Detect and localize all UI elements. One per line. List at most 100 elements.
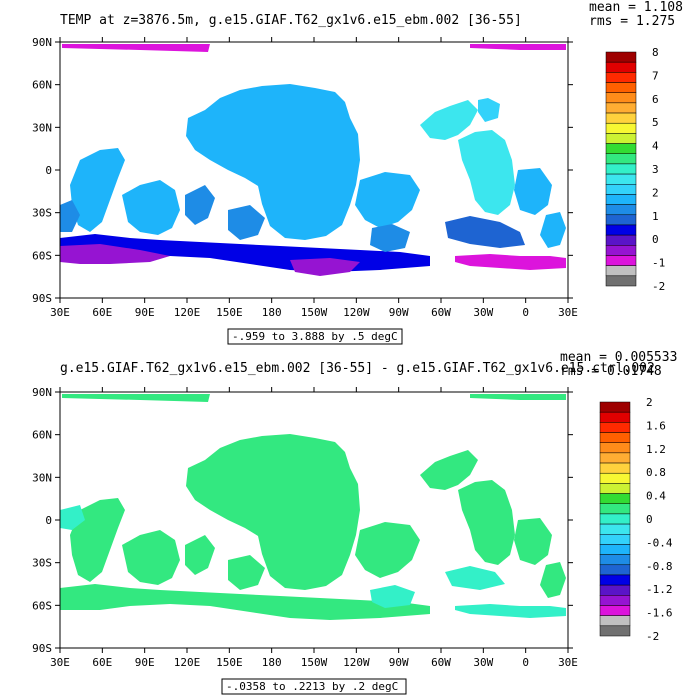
panel-bottom-y-tick-label: 30N <box>32 471 52 484</box>
panel-bottom-colorbar-swatch <box>599 401 631 413</box>
panel-top-colorbar-swatch <box>605 51 637 63</box>
panel-top-colorbar-label: 0 <box>652 233 659 246</box>
panel-top-title: TEMP at z=3876.5m, g.e15.GIAF.T62_gx1v6.… <box>60 13 522 28</box>
panel-top-y-tick-label: 60S <box>32 249 52 262</box>
panel-bottom-x-tick-label: 30E <box>50 656 70 669</box>
panel-bottom-colorbar-swatch <box>599 411 631 423</box>
panel-top-colorbar-swatch <box>605 122 637 134</box>
panel-top-colorbar-swatch <box>605 184 637 195</box>
panel-top-colorbar-label: -2 <box>652 280 665 293</box>
panel-top-colorbar-label: 4 <box>652 140 659 153</box>
panel-bottom-x-tick-label: 30E <box>558 656 578 669</box>
panel-bottom-colorbar-label: -2 <box>646 630 659 643</box>
panel-bottom-colorbar-label: -1.2 <box>646 583 673 596</box>
panel-bottom-range-box <box>221 678 407 695</box>
panel-top-colorbar-swatch <box>605 204 637 216</box>
panel-bottom-colorbar-label: 0.4 <box>646 490 666 503</box>
panel-top-x-tick-label: 60W <box>431 306 451 319</box>
panel-top-colorbar-swatch <box>605 143 637 154</box>
panel-bottom-colorbar: 2 1.6 1.2 0.8 0.4 0 -0.4 -0.8 -1.2 -1.6 -2 <box>599 396 673 643</box>
panel-bottom-colorbar-swatch <box>599 493 631 504</box>
panel-top-x-tick-label: 90E <box>135 306 155 319</box>
panel-top-colorbar-swatch <box>605 194 637 205</box>
panel-bottom-x-tick-label: 90W <box>389 656 409 669</box>
panel-top-colorbar-swatch <box>605 234 637 246</box>
panel-top-colorbar-swatch <box>605 61 637 73</box>
panel-top-colorbar-swatch <box>605 72 637 83</box>
panel-top-colorbar-swatch <box>605 82 637 93</box>
panel-bottom-colorbar-swatch <box>599 462 631 474</box>
panel-top-colorbar-swatch <box>605 92 637 104</box>
panel-top-x-tick-label: 120E <box>174 306 201 319</box>
panel-top-x-axis: 30E 60E 90E 120E 150E 180 150W 120W 90W 60W 30W 0 30… <box>50 37 578 319</box>
panel-bottom-x-tick-label: 150W <box>301 656 328 669</box>
panel-top-x-tick-label: 30E <box>558 306 578 319</box>
panel-bottom-colorbar-label: -1.6 <box>646 607 673 620</box>
panel-bottom-y-tick-label: 60S <box>32 599 52 612</box>
panel-top-colorbar-swatch <box>605 214 637 226</box>
panel-bottom-colorbar-swatch <box>599 523 631 535</box>
panel-top-y-tick-label: 30N <box>32 121 52 134</box>
panel-top-y-tick-label: 60N <box>32 79 52 92</box>
panel-top-colorbar-label: 5 <box>652 116 659 129</box>
panel-bottom-colorbar-swatch <box>599 472 631 484</box>
panel-top-colorbar-label: -1 <box>652 257 665 270</box>
panel-bottom-colorbar-label: -0.8 <box>646 560 673 573</box>
panel-top-x-tick-label: 150E <box>216 306 243 319</box>
panel-bottom-colorbar-swatch <box>599 432 631 443</box>
panel-top-x-tick-label: 150W <box>301 306 328 319</box>
panel-bottom-x-axis: 30E 60E 90E 120E 150E 180 150W 120W 90W 60W 30W 0 30… <box>50 387 578 669</box>
panel-bottom-x-tick-label: 150E <box>216 656 243 669</box>
panel-top-colorbar-swatch <box>605 133 637 144</box>
panel-bottom-colorbar-swatch <box>599 442 631 454</box>
panel-bottom-colorbar-label: 0.8 <box>646 466 666 479</box>
panel-bottom-y-axis: 90N 60N 30N 0 30S 60S 90S <box>32 386 573 655</box>
panel-bottom-colorbar-swatch <box>599 574 631 586</box>
panel-bottom-mean: mean = 0.005533 <box>560 350 677 365</box>
panel-top-x-tick-label: 60E <box>92 306 112 319</box>
panel-bottom-y-tick-label: 60N <box>32 429 52 442</box>
panel-top-range-box <box>227 328 403 345</box>
panel-top-x-tick-label: 120W <box>343 306 370 319</box>
panel-bottom-x-tick-label: 0 <box>522 656 529 669</box>
panel-top-x-tick-label: 180 <box>262 306 282 319</box>
panel-bottom-x-tick-label: 120W <box>343 656 370 669</box>
panel-top-colorbar-swatch <box>605 153 637 165</box>
panel-bottom-x-tick-label: 60E <box>92 656 112 669</box>
panel-bottom-x-tick-label: 60W <box>431 656 451 669</box>
panel-top-colorbar-swatch <box>605 245 637 256</box>
panel-top-x-tick-label: 30E <box>50 306 70 319</box>
panel-bottom-colorbar-swatch <box>599 544 631 555</box>
panel-bottom-x-tick-label: 120E <box>174 656 201 669</box>
panel-bottom-colorbar-swatch <box>599 534 631 545</box>
panel-bottom-x-tick-label: 30W <box>473 656 493 669</box>
panel-bottom-range-label: -.0358 to .2213 by .2 degC <box>226 680 398 693</box>
panel-bottom-colorbar-swatch <box>599 605 631 616</box>
panel-bottom-colorbar-swatch <box>599 615 631 627</box>
panel-top-y-tick-label: 90S <box>32 292 52 305</box>
panel-top-colorbar-swatch <box>605 255 637 266</box>
panel-top-rms: rms = 1.275 <box>589 14 675 29</box>
panel-bottom-colorbar-swatch <box>599 513 631 525</box>
panel-top-colorbar-swatch <box>605 224 637 236</box>
panel-top-y-tick-label: 30S <box>32 207 52 220</box>
panel-bottom-colorbar-swatch <box>599 564 631 576</box>
panel-top-range-label: -.959 to 3.888 by .5 degC <box>232 330 398 343</box>
panel-top-colorbar-swatch <box>605 275 637 287</box>
panel-bottom-x-tick-label: 180 <box>262 656 282 669</box>
panel-bottom-colorbar-label: 0 <box>646 513 653 526</box>
panel-bottom-map <box>60 392 568 648</box>
panel-top-colorbar-label: 6 <box>652 93 659 106</box>
panel-bottom-colorbar-label: 1.2 <box>646 443 666 456</box>
panel-top-y-tick-label: 90N <box>32 36 52 49</box>
panel-top-y-tick-label: 0 <box>45 164 52 177</box>
panel-bottom-colorbar-swatch <box>599 595 631 606</box>
panel-bottom: g.e15.GIAF.T62_gx1v6.e15_ebm.002 [36-55]… <box>32 350 677 695</box>
panel-top-map <box>60 42 568 298</box>
panel-bottom-title: g.e15.GIAF.T62_gx1v6.e15_ebm.002 [36-55]… <box>60 361 655 376</box>
panel-top-y-axis: 90N 60N 30N 0 30S 60S 90S <box>32 36 573 305</box>
panel-top-colorbar-swatch <box>605 265 637 277</box>
panel-bottom-colorbar-swatch <box>599 483 631 494</box>
panel-top: TEMP at z=3876.5m, g.e15.GIAF.T62_gx1v6.… <box>32 0 683 345</box>
panel-bottom-colorbar-swatch <box>599 584 631 596</box>
